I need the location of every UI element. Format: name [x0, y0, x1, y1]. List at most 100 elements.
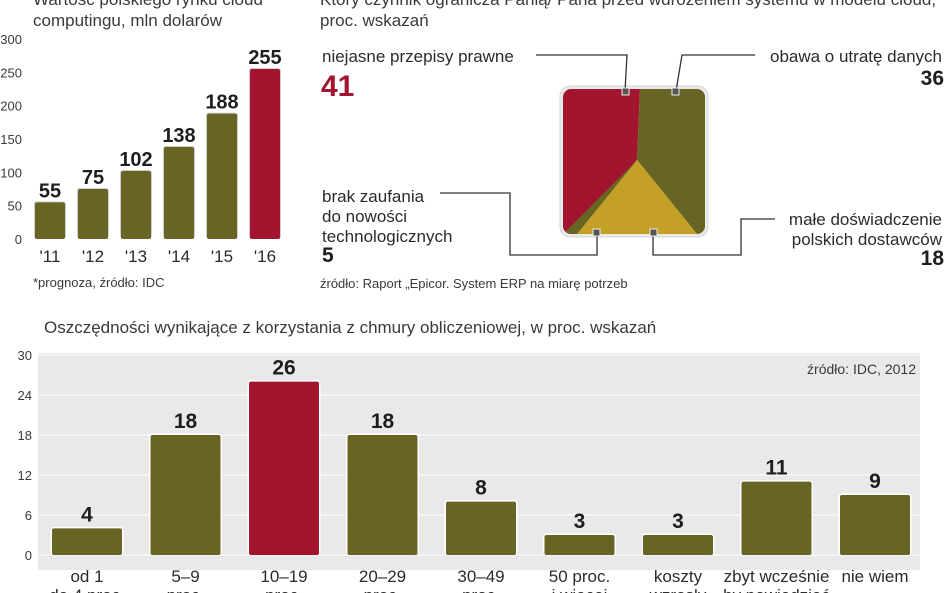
bar-value-label: 4 [81, 503, 93, 526]
chart3-title: Oszczędności wynikające z korzystania z … [44, 318, 657, 337]
bar [544, 535, 615, 555]
x-tick-label-line2: by powiedzieć [723, 586, 830, 593]
slice-legal [563, 89, 640, 234]
chart1-title-line1: Wartość polskiego rynku cloud [33, 0, 263, 10]
bar-value-label: 138 [162, 125, 195, 147]
bar-value-label: 11 [765, 457, 788, 480]
slice-experience [577, 160, 697, 234]
label-experience-1: małe doświadczenie [788, 210, 942, 229]
slice-trust [563, 160, 637, 234]
label-experience-2: polskich dostawców [791, 230, 942, 249]
bar [35, 202, 65, 239]
label-trust-3: technologicznych [322, 227, 453, 246]
chart1-footnote: *prognoza, źródło: IDC [33, 275, 165, 290]
chart2-title-line1: Który czynnik ogranicza Pańią/ Pana prze… [320, 0, 936, 10]
bar [52, 528, 122, 555]
y-tick-label: 0 [25, 548, 32, 563]
leader-trust [440, 192, 598, 256]
bar-value-label: 18 [174, 410, 198, 433]
x-tick-label: '11 [40, 247, 61, 265]
value-experience: 18 [920, 247, 944, 270]
bar-value-label: 55 [39, 180, 61, 202]
x-tick-label: 10–19 [260, 567, 307, 586]
x-tick-label: '14 [168, 247, 190, 265]
bar [840, 495, 910, 555]
chart2-factors [440, 54, 775, 256]
bar [207, 113, 237, 239]
label-legal: niejasne przepisy prawne [322, 47, 514, 66]
y-tick-label: 100 [0, 165, 22, 180]
x-tick-label: koszty [654, 567, 703, 586]
chart2-source: źródło: Raport „Epicor. System ERP na mi… [320, 276, 628, 291]
bar [150, 435, 221, 555]
bar [78, 189, 108, 239]
x-tick-label-line2: do 4 proc. [49, 586, 125, 593]
y-tick-label: 0 [15, 232, 22, 247]
x-tick-label-line2: proc. [167, 586, 205, 593]
bar [121, 171, 151, 239]
value-data-loss: 36 [920, 67, 944, 90]
chart2-title-line2: proc. wskazań [320, 11, 429, 30]
marker-legal [621, 87, 630, 96]
leader-experience [652, 218, 775, 256]
bar [164, 147, 194, 239]
y-tick-label: 18 [18, 428, 32, 443]
bar [741, 481, 812, 555]
bar-value-label: 9 [869, 470, 881, 493]
bar-value-label: 8 [475, 477, 487, 500]
x-tick-label: od 1 [70, 567, 103, 586]
bar-value-label: 102 [119, 149, 152, 171]
bar [249, 381, 319, 555]
chart1-market-value: 0 50 100 150 200 250 300 55 '11 75 '12 102 '13 138 '14… [0, 32, 281, 265]
bar-value-label: 188 [205, 92, 238, 114]
x-tick-label: '16 [254, 247, 276, 265]
x-tick-label: 5–9 [171, 567, 199, 586]
bar [347, 435, 418, 555]
bar-value-label: 26 [272, 357, 295, 380]
x-tick-label-line2: proc. [462, 586, 500, 593]
bar-value-label: 75 [82, 167, 104, 189]
marker-experience [649, 228, 658, 237]
x-tick-label: '15 [211, 247, 233, 265]
x-tick-label: '12 [82, 247, 104, 265]
label-trust-1: brak zaufania [322, 187, 425, 206]
slice-data-loss [637, 89, 705, 234]
chart3-source: źródło: IDC, 2012 [807, 361, 916, 377]
x-tick-label-line2: i więcej [552, 586, 608, 593]
bar [250, 69, 280, 239]
y-tick-label: 200 [0, 99, 22, 114]
x-tick-label-line2: proc. [265, 586, 303, 593]
value-legal: 41 [321, 70, 355, 103]
y-tick-label: 24 [18, 388, 32, 403]
x-tick-label: '13 [125, 247, 147, 265]
x-tick-label: 20–29 [359, 567, 406, 586]
chart1-title-line2: computingu, mln dolarów [33, 11, 222, 30]
bar-value-label: 18 [371, 410, 395, 433]
value-trust: 5 [322, 244, 334, 267]
x-tick-label: zbyt wcześnie [724, 567, 830, 586]
x-tick-label: nie wiem [841, 567, 908, 586]
bar-value-label: 3 [672, 510, 684, 533]
y-tick-label: 30 [18, 348, 32, 363]
y-tick-label: 6 [25, 508, 32, 523]
bar-value-label: 3 [574, 510, 586, 533]
bar [446, 501, 516, 555]
leader-data-loss [675, 54, 755, 92]
marker-data-loss [671, 87, 680, 96]
x-tick-label: 30–49 [457, 567, 504, 586]
y-tick-label: 150 [0, 132, 22, 147]
y-tick-label: 12 [18, 468, 32, 483]
y-tick-label: 250 [0, 65, 22, 80]
x-tick-label: 50 proc. [549, 567, 610, 586]
label-trust-2: do nowości [322, 207, 408, 226]
x-tick-label-line2: wzrosły [649, 586, 707, 593]
bar [643, 535, 713, 555]
bar-value-label: 255 [248, 47, 281, 69]
y-tick-label: 50 [8, 199, 22, 214]
x-tick-label-line2: proc. [364, 586, 402, 593]
y-tick-label: 300 [0, 32, 22, 47]
label-data-loss: obawa o utratę danych [769, 47, 942, 66]
marker-trust [592, 228, 601, 237]
leader-legal [536, 54, 628, 92]
